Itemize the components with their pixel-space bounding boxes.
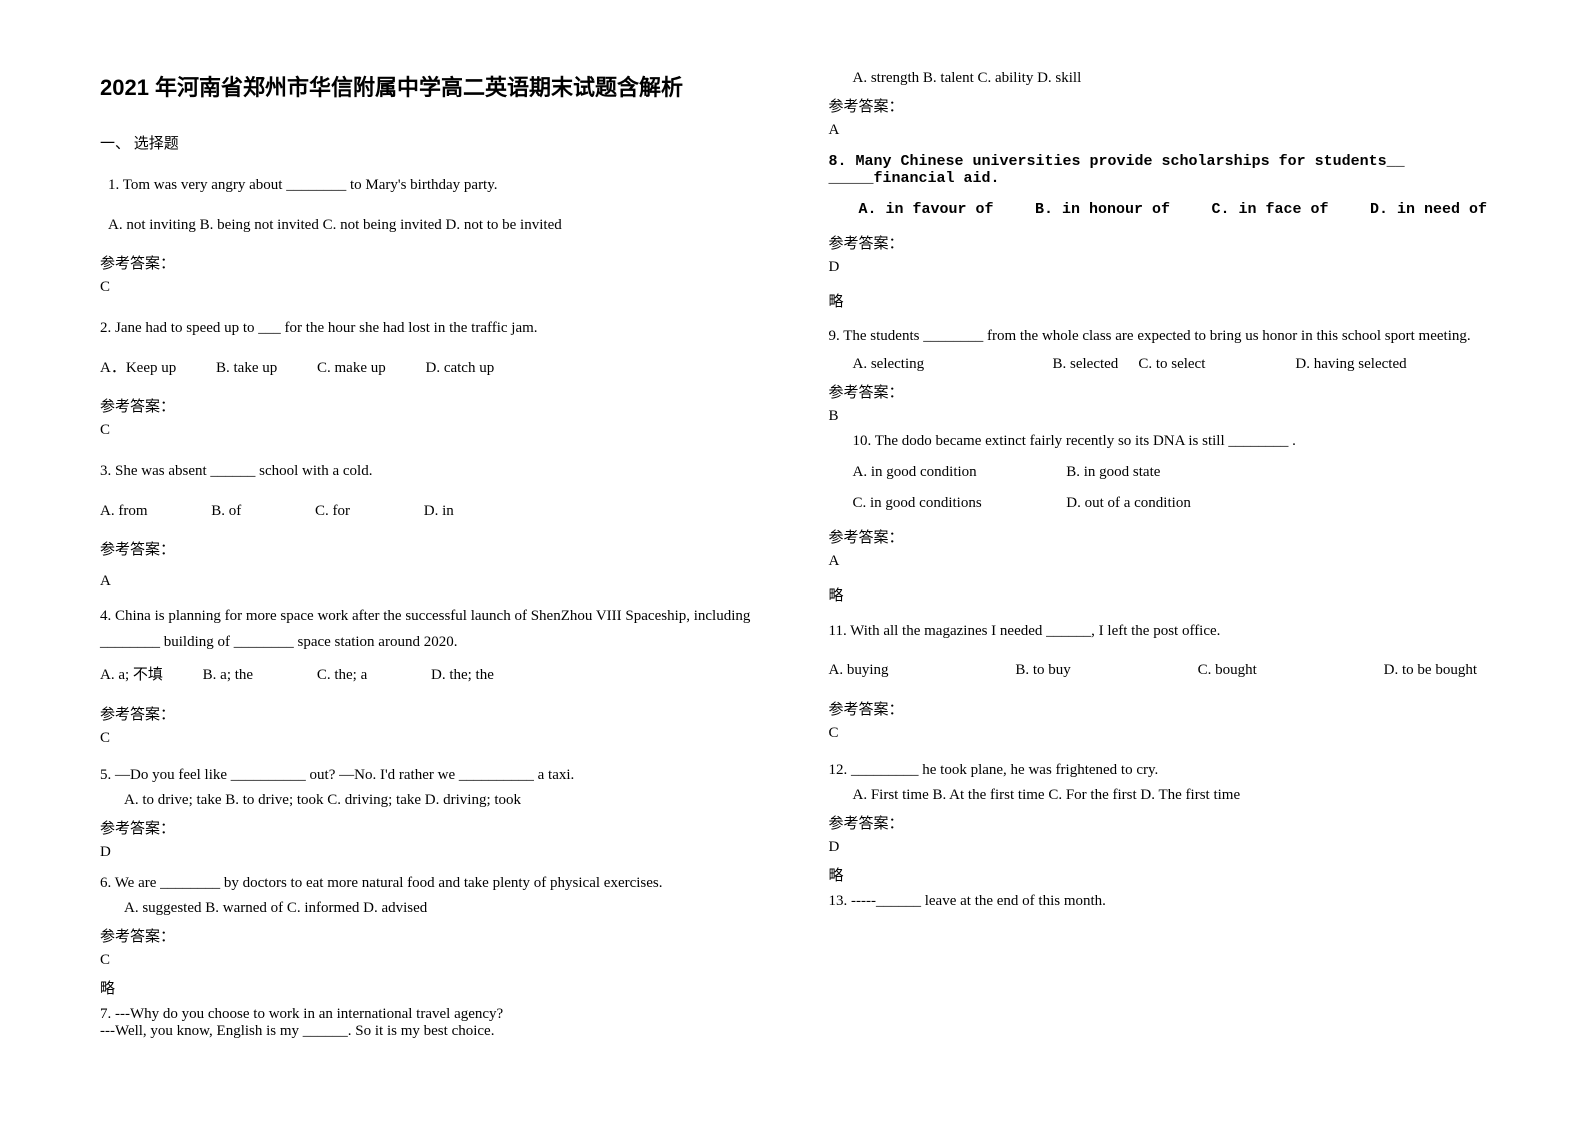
answer-label: 参考答案： <box>100 252 769 273</box>
answer-label: 参考答案： <box>829 232 1498 253</box>
q11-stem: 11. With all the magazines I needed ____… <box>829 619 1498 645</box>
q5-stem: 5. —Do you feel like __________ out? —No… <box>100 767 769 784</box>
answer-label: 参考答案： <box>100 925 769 946</box>
q3-opt-d: D. in <box>424 503 454 519</box>
q8-stem: 8. Many Chinese universities provide sch… <box>829 153 1498 187</box>
q11-options: A. buying B. to buy C. bought D. to be b… <box>829 658 1498 684</box>
q2-opt-b: B. take up <box>216 360 277 376</box>
answer-label: 参考答案： <box>829 812 1498 833</box>
q1-options: A. not inviting B. being not invited C. … <box>108 213 769 239</box>
answer-label: 参考答案： <box>100 395 769 416</box>
omit-text: 略 <box>829 290 1498 311</box>
page-title: 2021 年河南省郑州市华信附属中学高二英语期末试题含解析 <box>100 70 769 102</box>
q3-answer: A <box>100 573 769 590</box>
q4-answer: C <box>100 730 769 747</box>
q11-answer: C <box>829 725 1498 742</box>
answer-label: 参考答案： <box>100 703 769 724</box>
q8-opt-b: B. in honour of <box>1035 201 1170 218</box>
section-header: 一、 选择题 <box>100 132 769 153</box>
q3-opt-c: C. for <box>315 503 350 519</box>
q5-options: A. to drive; take B. to drive; took C. d… <box>124 792 769 809</box>
q9-opt-c: C. to select <box>1138 356 1205 373</box>
q9-opt-d: D. having selected <box>1295 356 1406 373</box>
q4-opt-d: D. the; the <box>431 667 494 683</box>
answer-label: 参考答案： <box>100 817 769 838</box>
q8-opt-a: A. in favour of <box>859 201 994 218</box>
q9-answer: B <box>829 408 1498 425</box>
right-column: A. strength B. talent C. ability D. skil… <box>829 70 1498 1040</box>
q4-opt-b: B. a; the <box>203 667 253 683</box>
q10-opt-b: B. in good state <box>1066 464 1160 480</box>
q5-answer: D <box>100 844 769 861</box>
answer-label: 参考答案： <box>829 698 1498 719</box>
answer-label: 参考答案： <box>829 381 1498 402</box>
answer-label: 参考答案： <box>829 95 1498 116</box>
q8-opt-d: D. in need of <box>1370 201 1487 218</box>
q12-answer: D <box>829 839 1498 856</box>
q3-options: A. from B. of C. for D. in <box>100 499 769 525</box>
q7-line1: 7. ---Why do you choose to work in an in… <box>100 1006 769 1023</box>
q11-opt-d: D. to be bought <box>1384 658 1477 684</box>
answer-label: 参考答案： <box>829 526 1498 547</box>
q7-answer: A <box>829 122 1498 139</box>
q8-opt-c: C. in face of <box>1211 201 1328 218</box>
q4-opt-a: A. a; 不填 <box>100 667 163 683</box>
q2-opt-d: D. catch up <box>425 360 494 376</box>
omit-text: 略 <box>829 584 1498 605</box>
q8-answer: D <box>829 259 1498 276</box>
q11-opt-a: A. buying <box>829 658 889 684</box>
q11-opt-b: B. to buy <box>1015 658 1070 684</box>
q10-opt-c: C. in good conditions <box>853 495 1063 512</box>
exam-page: 2021 年河南省郑州市华信附属中学高二英语期末试题含解析 一、 选择题 1. … <box>0 0 1587 1080</box>
q2-stem: 2. Jane had to speed up to ___ for the h… <box>100 316 769 342</box>
q4-opt-c: C. the; a <box>317 667 367 683</box>
q12-stem: 12. _________ he took plane, he was frig… <box>829 762 1498 779</box>
q4-options: A. a; 不填 B. a; the C. the; a D. the; the <box>100 663 769 689</box>
q10-stem: 10. The dodo became extinct fairly recen… <box>853 433 1498 450</box>
q10-options-row2: C. in good conditions D. out of a condit… <box>853 495 1498 512</box>
q2-options: A．Keep up B. take up C. make up D. catch… <box>100 356 769 382</box>
q9-opt-a: A. selecting <box>853 356 1053 373</box>
q7-options: A. strength B. talent C. ability D. skil… <box>853 70 1498 87</box>
q6-answer: C <box>100 952 769 969</box>
omit-text: 略 <box>100 977 769 998</box>
q3-opt-a: A. from <box>100 503 148 519</box>
q10-opt-a: A. in good condition <box>853 464 1063 481</box>
q2-opt-a: A．Keep up <box>100 360 176 376</box>
q2-answer: C <box>100 422 769 439</box>
q8-options: A. in favour of B. in honour of C. in fa… <box>829 201 1498 218</box>
q4-stem: 4. China is planning for more space work… <box>100 604 769 655</box>
q10-options-row1: A. in good condition B. in good state <box>853 464 1498 481</box>
q1-answer: C <box>100 279 769 296</box>
answer-label: 参考答案： <box>100 538 769 559</box>
q3-stem: 3. She was absent ______ school with a c… <box>100 459 769 485</box>
q7-line2: ---Well, you know, English is my ______.… <box>100 1023 769 1040</box>
q2-opt-c: C. make up <box>317 360 386 376</box>
q10-opt-d: D. out of a condition <box>1066 495 1191 511</box>
q1-stem: 1. Tom was very angry about ________ to … <box>108 173 769 199</box>
omit-text: 略 <box>829 864 1498 885</box>
q9-options: A. selecting B. selected C. to select D.… <box>853 356 1498 373</box>
q12-options: A. First time B. At the first time C. Fo… <box>853 787 1498 804</box>
q10-answer: A <box>829 553 1498 570</box>
q9-stem: 9. The students ________ from the whole … <box>829 325 1498 348</box>
q13-stem: 13. -----______ leave at the end of this… <box>829 893 1498 910</box>
q9-opt-b: B. selected <box>1053 356 1119 373</box>
left-column: 2021 年河南省郑州市华信附属中学高二英语期末试题含解析 一、 选择题 1. … <box>100 70 769 1040</box>
q3-opt-b: B. of <box>211 503 241 519</box>
q6-stem: 6. We are ________ by doctors to eat mor… <box>100 875 769 892</box>
q11-opt-c: C. bought <box>1198 658 1257 684</box>
q6-options: A. suggested B. warned of C. informed D.… <box>124 900 769 917</box>
